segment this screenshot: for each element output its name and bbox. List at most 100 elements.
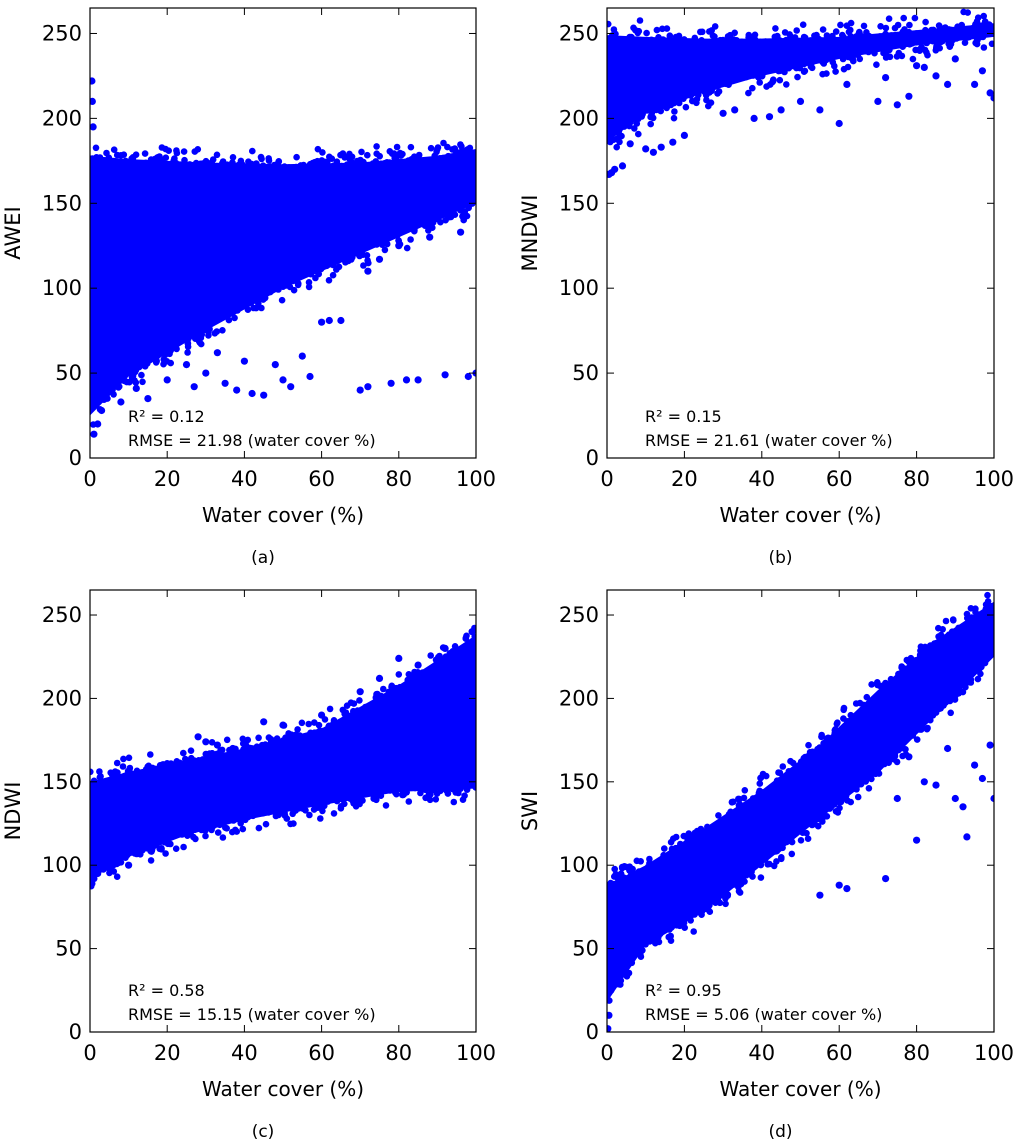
data-point [338,162,345,170]
outlier-point [105,864,113,873]
data-point [432,796,440,803]
data-point [984,591,991,599]
data-point [616,138,623,146]
outlier-point [402,376,411,384]
data-point [317,815,324,822]
outlier-point [426,669,434,678]
data-point [253,295,261,303]
y-tick-label: 0 [586,446,599,470]
data-point [305,283,313,291]
x-axis-label: Water cover (%) [202,503,364,527]
y-tick-label: 250 [559,603,599,627]
data-point [940,702,947,709]
outlier-point [944,744,952,753]
data-point [877,23,884,30]
x-tick-label: 20 [154,467,181,491]
outlier-point [913,62,921,70]
data-point [267,163,275,171]
outlier-point [105,386,113,394]
data-point [749,795,757,802]
data-point [757,774,764,782]
data-point [242,816,249,824]
data-point [722,900,729,908]
data-point [213,328,221,335]
outlier-point [750,114,758,122]
scatter-points [607,8,994,178]
outlier-point [279,376,287,384]
data-point [122,377,129,385]
data-point [451,211,459,218]
data-point [395,237,402,244]
data-point [675,32,683,40]
data-point [173,345,180,353]
data-point [139,378,146,386]
data-point [950,617,957,624]
outlier-point [986,741,994,749]
data-point [457,207,464,214]
data-point [240,746,247,753]
data-point [804,754,812,761]
outlier-point [843,80,851,88]
y-tick-label: 250 [42,21,82,45]
data-point [656,930,664,938]
outlier-point [271,361,279,369]
data-point [757,861,765,869]
x-tick-label: 20 [154,1041,181,1065]
data-point [976,665,984,672]
data-point [247,746,254,753]
outlier-point [971,80,979,88]
data-point [715,88,723,95]
data-point [698,911,705,918]
data-point [611,873,618,880]
data-point [708,27,715,34]
data-point [653,26,661,34]
data-point [922,18,929,26]
data-point [631,125,638,132]
data-point [844,63,852,71]
y-tick-label: 50 [55,361,82,385]
data-point [607,138,614,146]
data-point [704,904,712,912]
data-point [909,55,917,63]
data-point [730,798,737,806]
data-point [911,14,919,22]
outlier-point [460,664,468,673]
outlier-point [229,744,237,753]
outlier-point [90,123,97,131]
r-squared-label: R² = 0.15 [645,407,722,426]
data-point [144,360,151,367]
data-point [942,35,950,43]
data-point [201,324,209,332]
data-point [932,709,940,716]
outlier-point [990,794,994,803]
data-point [847,19,855,27]
data-point [463,632,470,640]
data-point [437,218,444,226]
data-point [329,720,337,728]
data-point [471,782,476,790]
data-point [974,675,982,683]
data-point [350,800,357,807]
x-tick-label: 60 [826,467,853,491]
data-point [394,232,401,239]
data-point [806,59,814,67]
data-point [364,257,371,264]
data-point [197,757,205,764]
data-point [113,873,121,880]
outlier-point [190,383,198,391]
data-point [450,786,458,793]
data-point [653,105,660,113]
outlier-point [905,753,913,761]
data-point [629,36,637,43]
data-point [819,818,826,825]
data-point [142,159,150,167]
data-point [798,827,805,834]
data-point [776,769,784,777]
data-point [316,159,324,167]
outlier-point [959,803,967,811]
outlier-point [94,420,102,428]
data-point [213,151,221,159]
outlier-point [125,861,133,869]
outlier-point [951,55,959,63]
data-point [362,703,369,711]
